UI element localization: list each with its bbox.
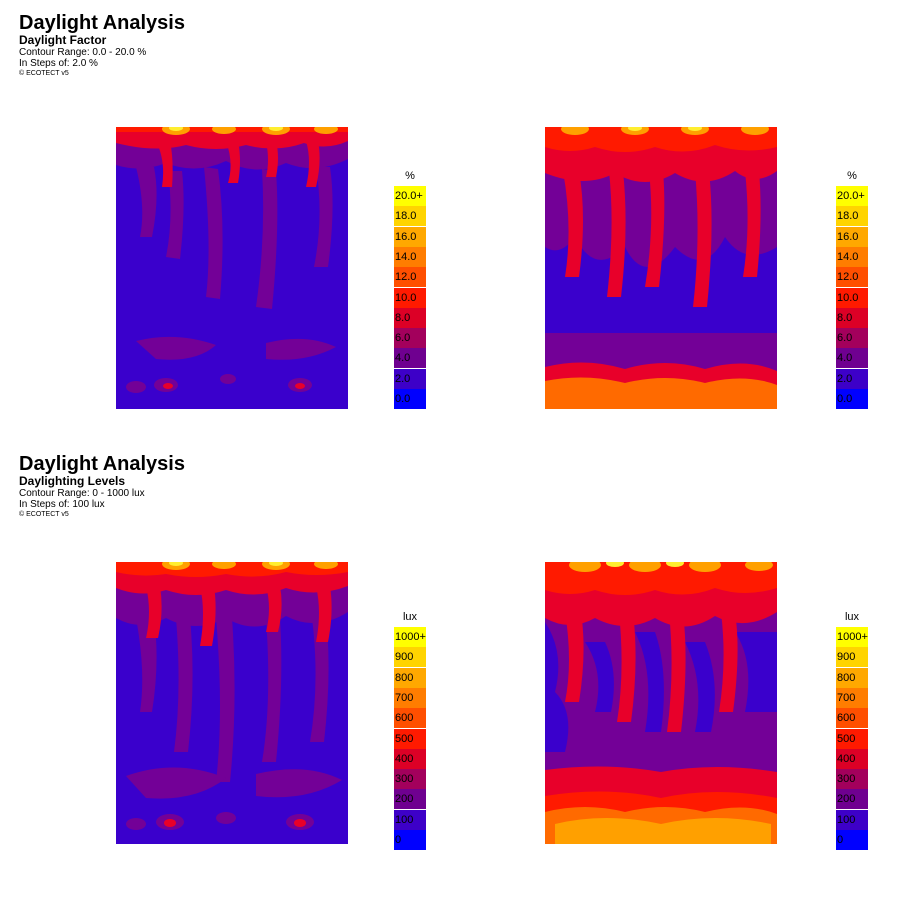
legend-swatch: 16.0 — [836, 226, 868, 247]
legend-swatch: 4.0 — [836, 348, 868, 369]
legend-swatch: 6.0 — [836, 328, 868, 349]
legend-swatch: 8.0 — [836, 307, 868, 328]
legend-swatch: 300 — [394, 769, 426, 790]
contour-range-text: Contour Range: 0.0 - 20.0 % — [19, 47, 147, 58]
legend-swatch: 1000+ — [394, 627, 426, 647]
legend-swatch: 800 — [394, 667, 426, 688]
legend-swatch: 18.0 — [836, 206, 868, 227]
legend-swatch: 1000+ — [836, 627, 868, 647]
legend-swatch: 10.0 — [836, 287, 868, 308]
legend-unit: % — [405, 170, 415, 182]
legend-unit: lux — [402, 611, 418, 623]
contour-plot-daylight-factor-left — [116, 127, 348, 409]
contour-plot-daylighting-levels-left — [116, 562, 348, 844]
legend-swatch: 400 — [394, 748, 426, 769]
contour-plot-daylight-factor-right — [545, 127, 777, 409]
legend-swatch: 100 — [836, 809, 868, 830]
section-subtitle: Daylight Factor — [19, 33, 107, 47]
legend-swatch: 0 — [394, 830, 426, 850]
legend-swatch: 14.0 — [836, 246, 868, 267]
legend-swatch: 0.0 — [836, 389, 868, 409]
legend-swatch: 0 — [836, 830, 868, 850]
legend-swatch: 20.0+ — [394, 186, 426, 206]
legend-swatch: 700 — [836, 687, 868, 708]
legend-swatch: 12.0 — [836, 267, 868, 288]
steps-text: In Steps of: 2.0 % — [19, 58, 98, 69]
contour-map-graphic — [116, 562, 348, 844]
section-title: Daylight Analysis — [19, 12, 185, 34]
section-title: Daylight Analysis — [19, 453, 185, 475]
legend-swatch: 2.0 — [394, 368, 426, 389]
legend-swatch: 600 — [836, 708, 868, 729]
steps-text: In Steps of: 100 lux — [19, 499, 105, 510]
legend-unit: lux — [844, 611, 860, 623]
contour-range-text: Contour Range: 0 - 1000 lux — [19, 488, 145, 499]
section-subtitle: Daylighting Levels — [19, 474, 126, 488]
legend-swatch: 20.0+ — [836, 186, 868, 206]
section-daylight-factor-header: Daylight Analysis Daylight Factor Contou… — [19, 12, 185, 78]
legend-swatch: 500 — [836, 728, 868, 749]
legend-swatch: 500 — [394, 728, 426, 749]
legend-swatch: 200 — [394, 789, 426, 810]
copyright-text: © ECOTECT v5 — [19, 70, 69, 77]
legend-swatch: 0.0 — [394, 389, 426, 409]
legend-swatch: 16.0 — [394, 226, 426, 247]
contour-map-graphic — [545, 127, 777, 409]
legend-swatch: 800 — [836, 667, 868, 688]
legend-swatch: 4.0 — [394, 348, 426, 369]
legend-swatch: 6.0 — [394, 328, 426, 349]
contour-map-graphic — [545, 562, 777, 844]
legend-swatch: 300 — [836, 769, 868, 790]
legend-swatch: 900 — [394, 647, 426, 668]
contour-plot-daylighting-levels-right — [545, 562, 777, 844]
legend-swatch: 200 — [836, 789, 868, 810]
legend-swatch: 12.0 — [394, 267, 426, 288]
legend-swatch: 400 — [836, 748, 868, 769]
contour-map-graphic — [116, 127, 348, 409]
legend-unit: % — [847, 170, 857, 182]
legend-swatch: 2.0 — [836, 368, 868, 389]
legend-swatch: 10.0 — [394, 287, 426, 308]
legend-swatch: 100 — [394, 809, 426, 830]
legend-swatch: 900 — [836, 647, 868, 668]
legend-swatch: 700 — [394, 687, 426, 708]
legend-swatch: 18.0 — [394, 206, 426, 227]
legend-swatch: 14.0 — [394, 246, 426, 267]
section-daylighting-levels-header: Daylight Analysis Daylighting Levels Con… — [19, 453, 185, 519]
legend-swatch: 600 — [394, 708, 426, 729]
copyright-text: © ECOTECT v5 — [19, 511, 69, 518]
legend-swatch: 8.0 — [394, 307, 426, 328]
